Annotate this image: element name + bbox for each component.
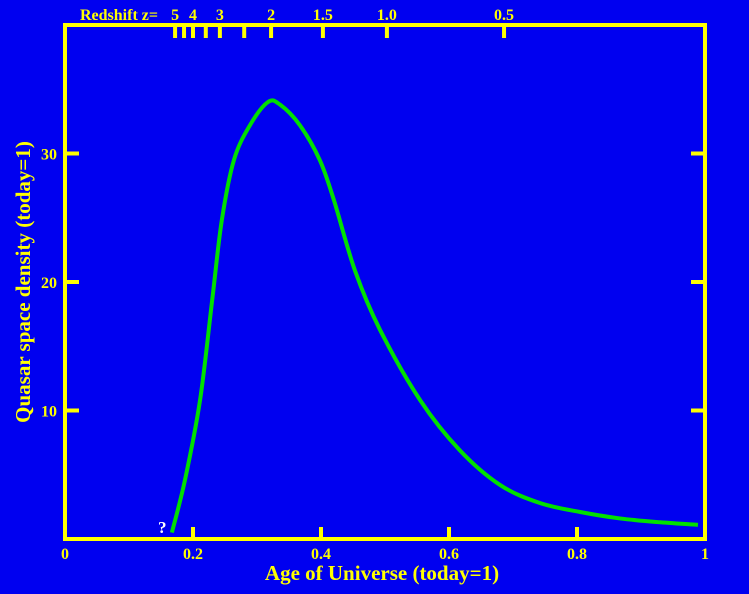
x-tick-label: 0.4 (311, 546, 331, 563)
x-axis-label: Age of Universe (today=1) (265, 561, 499, 585)
redshift-tick-label: 2 (267, 7, 275, 24)
redshift-tick-label: 3 (216, 7, 224, 24)
redshift-tick-label: 5 (171, 7, 179, 24)
redshift-tick-label: 4 (189, 7, 197, 24)
y-tick-label: 20 (41, 275, 57, 292)
x-tick-label: 0.6 (439, 546, 459, 563)
x-tick-label: 0.8 (567, 546, 587, 563)
redshift-tick-label: 1.5 (313, 7, 333, 24)
density-curve (169, 98, 699, 534)
x-tick-label: 1 (701, 546, 709, 563)
redshift-tick-label: 1.0 (377, 7, 397, 24)
top-axis-label: Redshift z= (80, 7, 158, 24)
y-tick-label: 10 (41, 404, 57, 421)
y-tick-label: 30 (41, 147, 57, 164)
unknown-annotation: ? (158, 518, 167, 537)
y-axis-label: Quasar space density (today=1) (11, 141, 35, 423)
plot-frame (63, 23, 707, 541)
x-tick-label: 0.2 (183, 546, 203, 563)
redshift-tick-label: 0.5 (494, 7, 514, 24)
x-tick-label: 0 (61, 546, 69, 563)
